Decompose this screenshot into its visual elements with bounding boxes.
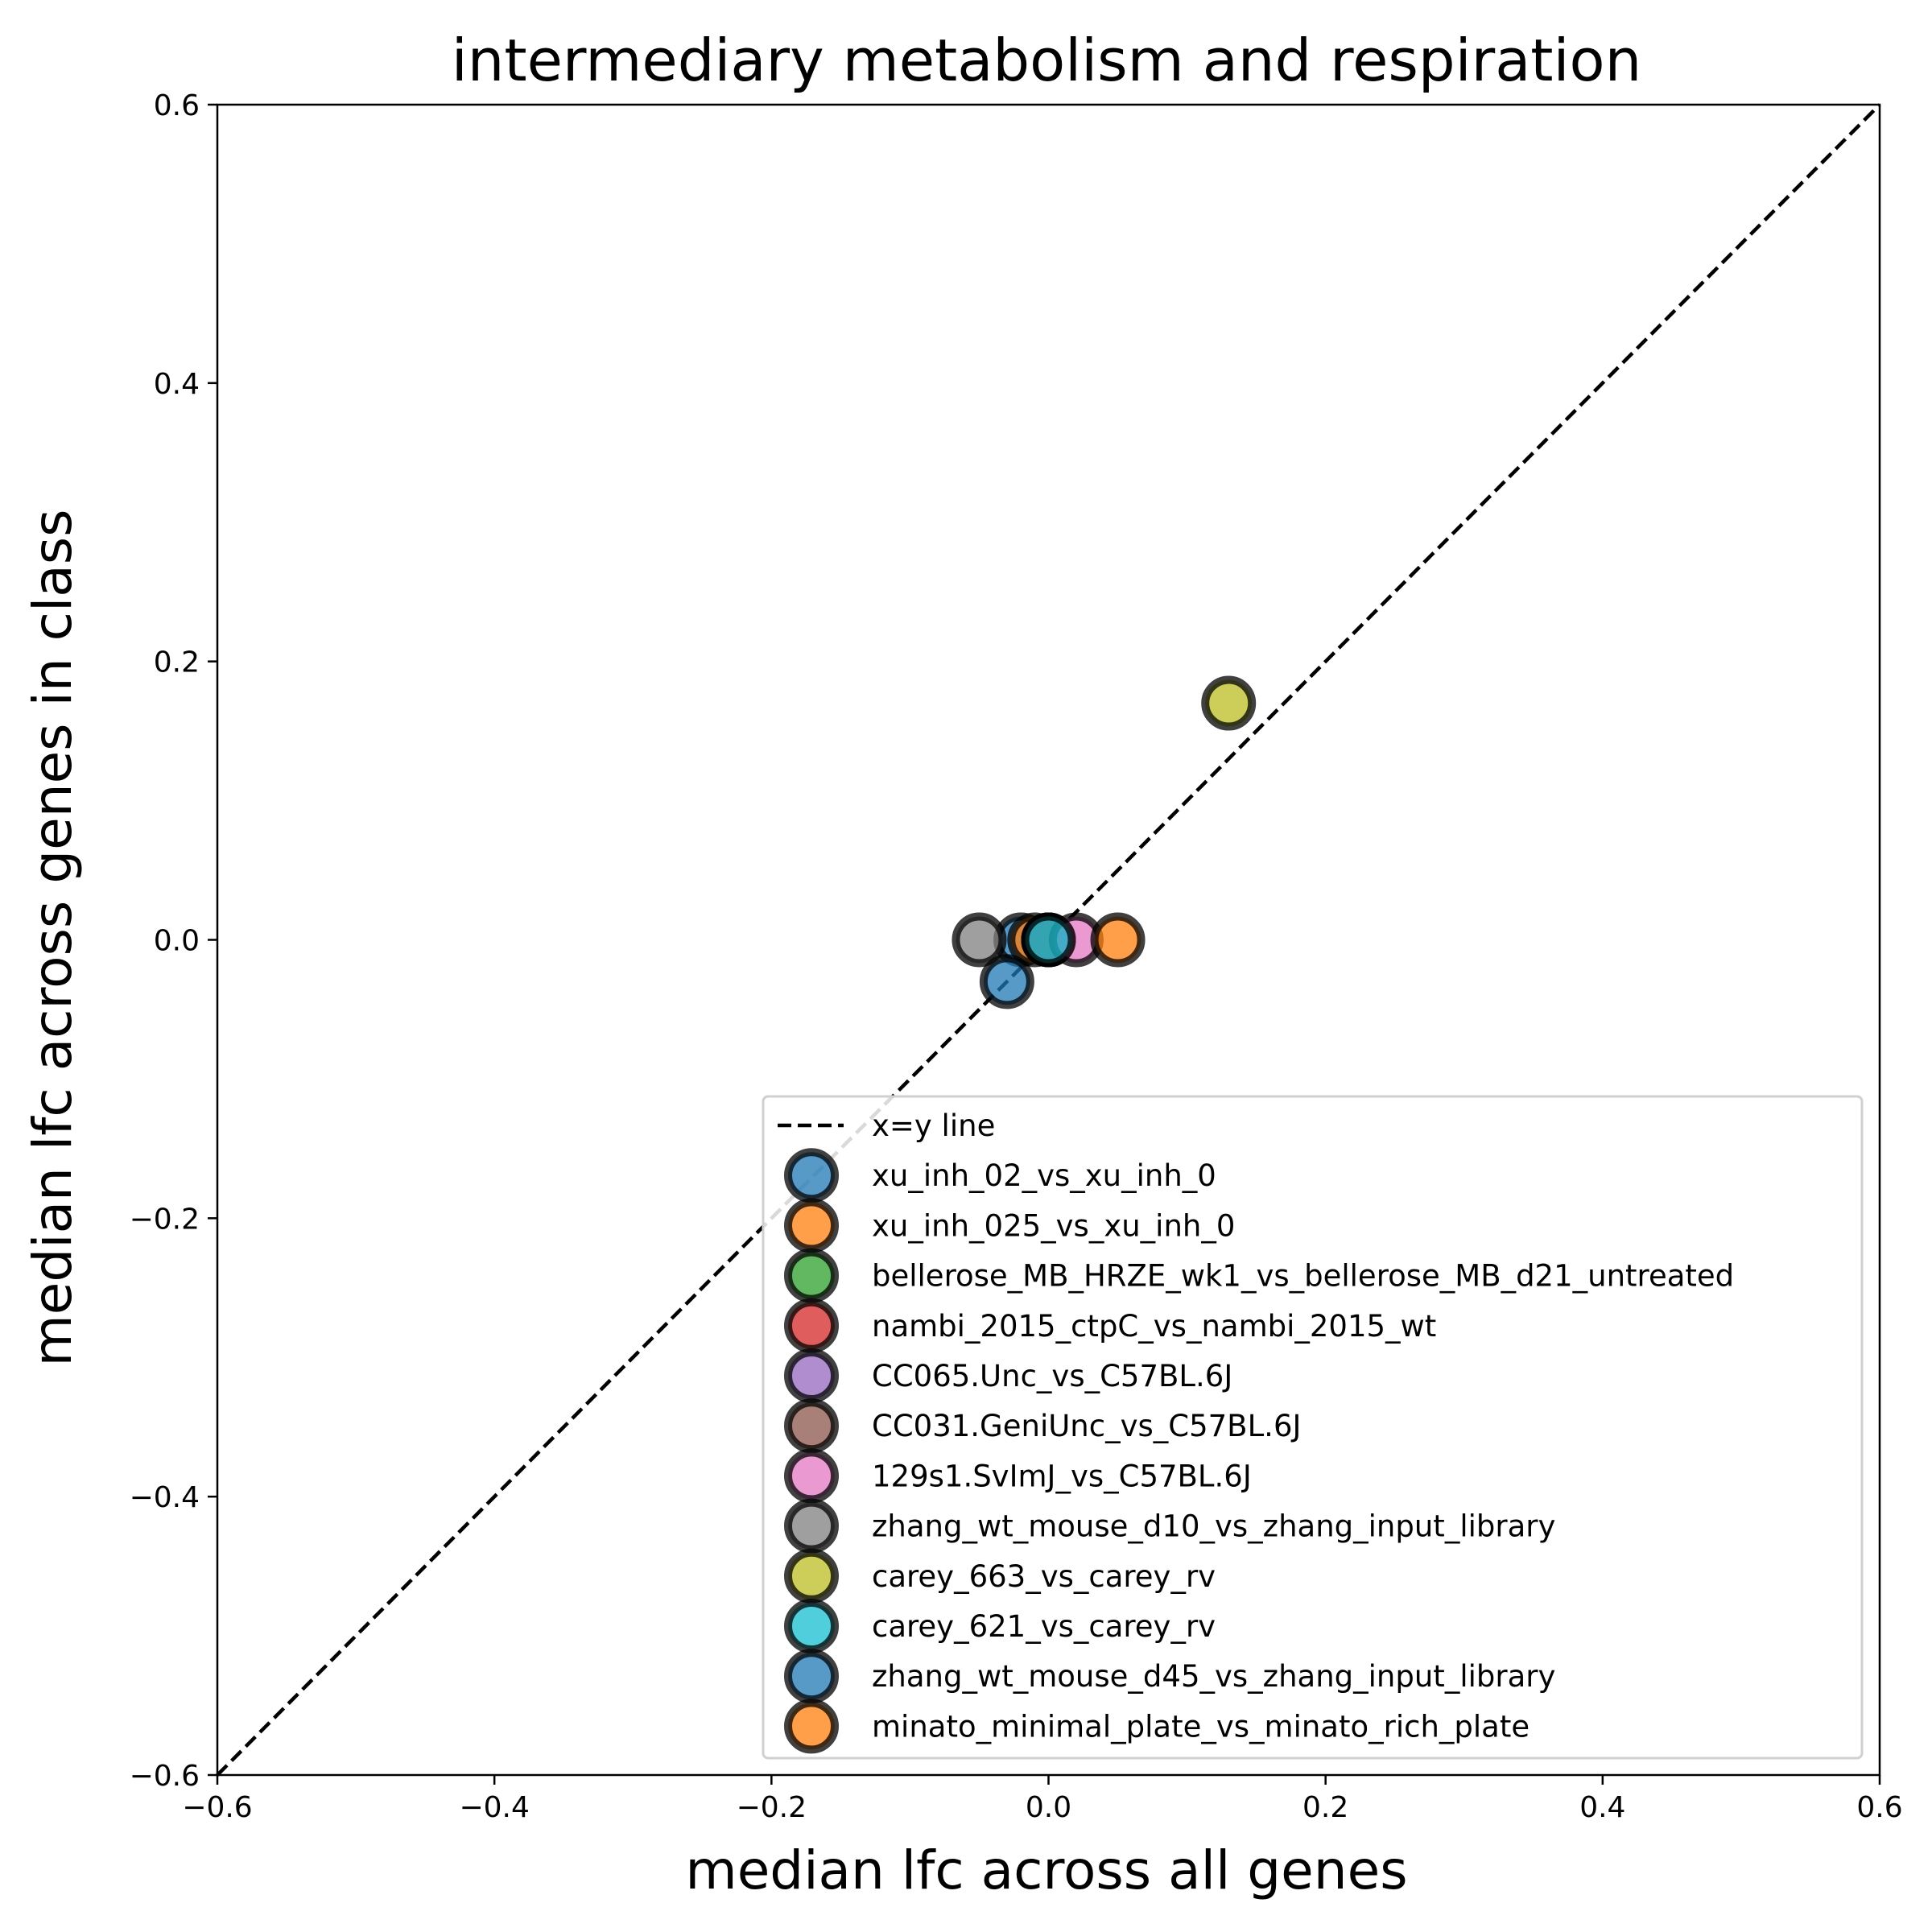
y-tick-label: 0.6 (154, 89, 200, 122)
data-point-8 (952, 912, 1007, 968)
legend-label-reference-line: x=y line (872, 1108, 995, 1143)
legend-label-12: minato_minimal_plate_vs_minato_rich_plat… (872, 1709, 1530, 1744)
legend-marker-8 (784, 1498, 839, 1554)
legend-marker-2 (784, 1198, 839, 1253)
legend-marker-6 (784, 1398, 839, 1454)
legend: x=y line xu_inh_02_vs_xu_inh_0 xu_inh_025_… (762, 1095, 1864, 1760)
y-tick-label: 0.2 (154, 646, 200, 679)
legend-label-9: carey_663_vs_carey_rv (872, 1559, 1216, 1594)
legend-label-5: CC065.Unc_vs_C57BL.6J (872, 1359, 1232, 1393)
plot-area: −0.6 −0.4 −0.2 0.0 0.2 0.4 0.6 −0.6 −0.4 −0.2 0.0 0… (130, 89, 1903, 1824)
legend-marker-5 (784, 1348, 839, 1403)
x-axis-label: median lfc across all genes (685, 1839, 1407, 1901)
x-tick-label: 0.6 (1856, 1791, 1902, 1824)
legend-label-2: xu_inh_025_vs_xu_inh_0 (872, 1208, 1235, 1243)
legend-marker-11 (784, 1649, 839, 1704)
data-point-11 (979, 954, 1034, 1009)
legend-label-1: xu_inh_02_vs_xu_inh_0 (872, 1158, 1216, 1193)
y-tick-label: −0.4 (130, 1481, 200, 1514)
x-tick-label: −0.6 (182, 1791, 252, 1824)
x-tick-label: −0.2 (737, 1791, 807, 1824)
y-axis-label: median lfc across genes in class (22, 509, 84, 1366)
legend-box (762, 1095, 1864, 1760)
legend-marker-12 (784, 1699, 839, 1754)
legend-label-3: bellerose_MB_HRZE_wk1_vs_bellerose_MB_d2… (872, 1259, 1734, 1294)
x-tick-label: 0.0 (1026, 1791, 1071, 1824)
legend-label-7: 129s1.SvImJ_vs_C57BL.6J (872, 1459, 1252, 1493)
x-tick-label: 0.2 (1302, 1791, 1348, 1824)
legend-marker-3 (784, 1248, 839, 1303)
y-tick-label: −0.2 (130, 1203, 200, 1236)
legend-marker-10 (784, 1599, 839, 1653)
legend-marker-4 (784, 1298, 839, 1353)
legend-label-10: carey_621_vs_carey_rv (872, 1609, 1216, 1644)
legend-label-4: nambi_2015_ctpC_vs_nambi_2015_wt (872, 1309, 1436, 1344)
chart-title: intermediary metabolism and respiration (452, 27, 1641, 94)
x-tick-label: 0.4 (1579, 1791, 1625, 1824)
y-tick-label: 0.4 (154, 368, 200, 401)
legend-marker-1 (784, 1148, 839, 1203)
legend-marker-7 (784, 1448, 839, 1504)
legend-label-8: zhang_wt_mouse_d10_vs_zhang_input_librar… (872, 1509, 1555, 1544)
y-tick-label: −0.6 (130, 1760, 200, 1793)
x-tick-label: −0.4 (459, 1791, 529, 1824)
data-point-12 (1090, 912, 1146, 968)
legend-label-11: zhang_wt_mouse_d45_vs_zhang_input_librar… (872, 1659, 1555, 1694)
data-point-10 (1021, 912, 1076, 968)
data-point-9 (1201, 675, 1257, 731)
y-tick-label: 0.0 (154, 925, 200, 958)
legend-marker-9 (784, 1548, 839, 1604)
legend-label-6: CC031.GeniUnc_vs_C57BL.6J (872, 1409, 1301, 1443)
